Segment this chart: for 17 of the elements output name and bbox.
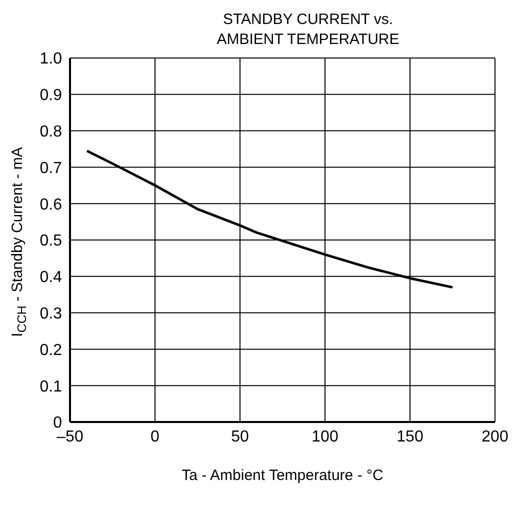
- x-tick-label: 100: [312, 428, 338, 446]
- y-tick-label: 0.7: [40, 160, 62, 177]
- y-tick-label: 0.1: [40, 378, 62, 396]
- x-axis-title: Ta - Ambient Temperature - °C: [182, 467, 384, 484]
- y-tick-label: 0.6: [40, 196, 62, 214]
- y-tick-label: 0.8: [40, 123, 62, 140]
- y-tick-label: 0.3: [40, 305, 62, 322]
- y-tick-label: 0.5: [40, 232, 62, 250]
- x-tick-label: 50: [231, 428, 249, 446]
- x-tick-label: 200: [482, 428, 508, 446]
- x-tick-label: 150: [396, 428, 424, 446]
- chart-title: STANDBY CURRENT vs. AMBIENT TEMPERATURE: [216, 10, 400, 50]
- y-tick-label: 0.9: [40, 87, 62, 104]
- x-tick-label: 0: [150, 428, 160, 446]
- y-tick-label: 1.0: [40, 50, 62, 68]
- y-tick-label: 0.4: [40, 269, 62, 286]
- y-tick-label: 0.2: [40, 342, 62, 359]
